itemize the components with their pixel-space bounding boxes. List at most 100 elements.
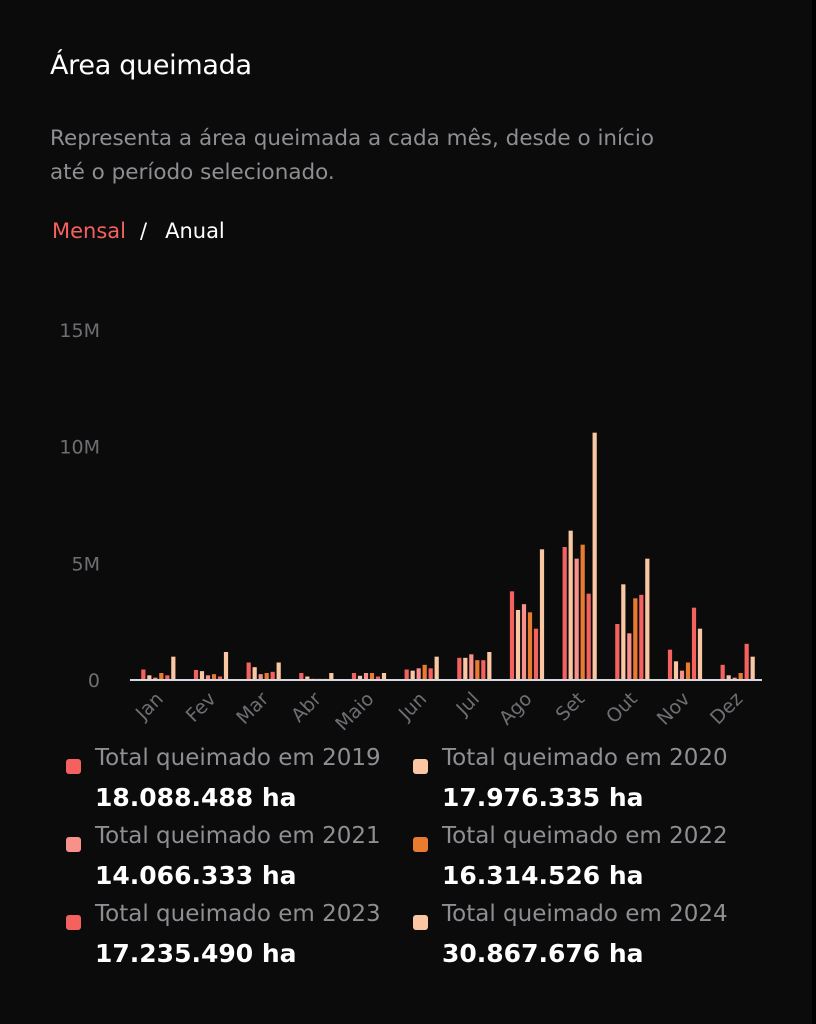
x-tick-label: Maio	[331, 688, 378, 735]
legend-swatch	[413, 915, 428, 930]
bar	[732, 677, 737, 680]
legend-item-2024[interactable]: Total queimado em 2024 30.867.676 ha	[413, 901, 753, 981]
bar	[633, 598, 638, 680]
bar	[217, 676, 223, 680]
bar	[562, 547, 567, 680]
x-tick-label: Jun	[394, 688, 431, 725]
legend-item-2023[interactable]: Total queimado em 2023 17.235.490 ha	[66, 901, 406, 981]
toggle-monthly[interactable]: Mensal	[52, 219, 126, 243]
bar	[697, 628, 703, 680]
bar	[720, 664, 725, 680]
bar	[645, 558, 650, 680]
bar	[223, 652, 229, 680]
bar	[193, 669, 199, 680]
bar	[416, 668, 421, 680]
bar	[205, 675, 211, 680]
legend-swatch	[413, 759, 428, 774]
legend-item-2021[interactable]: Total queimado em 2021 14.066.333 ha	[66, 823, 406, 903]
legend-value: 17.976.335 ha	[442, 783, 644, 812]
x-tick-label: Mar	[232, 688, 273, 729]
y-tick-label: 0	[88, 670, 100, 692]
bar	[515, 610, 521, 680]
bar	[533, 628, 539, 680]
bar	[685, 662, 691, 680]
y-tick-label: 10M	[59, 437, 100, 459]
bar	[615, 624, 620, 680]
legend-swatch	[66, 837, 81, 852]
bar	[639, 594, 644, 680]
bar	[428, 668, 433, 680]
bar	[404, 669, 409, 680]
bar	[679, 670, 685, 680]
x-tick-label: Nov	[653, 688, 695, 730]
legend-label: Total queimado em 2020	[442, 745, 728, 771]
x-tick-label: Dez	[706, 688, 747, 729]
bar	[580, 544, 585, 680]
bar	[422, 664, 427, 680]
legend-swatch	[413, 837, 428, 852]
x-tick-label: Jul	[451, 688, 483, 720]
x-tick-label: Out	[602, 688, 642, 728]
legend-label: Total queimado em 2023	[95, 901, 381, 927]
legend-value: 16.314.526 ha	[442, 861, 644, 890]
bar	[246, 662, 251, 680]
bar	[509, 591, 515, 680]
legend-label: Total queimado em 2022	[442, 823, 728, 849]
bar	[691, 607, 697, 680]
legend-item-2022[interactable]: Total queimado em 2022 16.314.526 ha	[413, 823, 753, 903]
bar	[329, 673, 334, 680]
bar	[726, 675, 731, 680]
legend-label: Total queimado em 2019	[95, 745, 381, 771]
legend-value: 30.867.676 ha	[442, 939, 644, 968]
bar	[264, 673, 269, 680]
bar	[410, 670, 415, 680]
bar	[165, 675, 170, 680]
bar	[521, 604, 527, 680]
bar	[199, 671, 205, 680]
bar	[621, 584, 626, 680]
bar	[363, 673, 369, 680]
y-tick-label: 15M	[59, 320, 100, 342]
y-tick-label: 5M	[72, 553, 100, 575]
bar	[750, 656, 755, 680]
bar	[351, 673, 357, 680]
period-toggle: Mensal / Anual	[52, 219, 225, 243]
bar	[481, 660, 486, 680]
bar	[299, 673, 304, 680]
bar	[627, 633, 632, 680]
toggle-annual[interactable]: Anual	[165, 219, 225, 243]
legend-swatch	[66, 915, 81, 930]
bar	[434, 656, 439, 680]
bar	[141, 669, 146, 680]
legend-item-2020[interactable]: Total queimado em 2020 17.976.335 ha	[413, 745, 753, 825]
card-title: Área queimada	[50, 50, 252, 81]
bar	[463, 657, 468, 680]
x-tick-label: Jan	[131, 688, 168, 725]
bar	[211, 674, 217, 680]
bar	[258, 674, 263, 680]
legend-value: 17.235.490 ha	[95, 939, 297, 968]
bar	[305, 676, 310, 680]
bar	[673, 661, 679, 680]
bar	[457, 657, 462, 680]
bar	[568, 530, 573, 680]
legend-label: Total queimado em 2021	[95, 823, 381, 849]
x-tick-label: Fev	[182, 688, 221, 727]
legend-item-2019[interactable]: Total queimado em 2019 18.088.488 ha	[66, 745, 406, 825]
bar	[381, 673, 387, 680]
bar	[153, 677, 158, 680]
bar	[270, 671, 275, 680]
bar	[159, 673, 164, 680]
bar	[539, 549, 545, 680]
bar	[586, 593, 591, 680]
bar	[276, 662, 281, 680]
toggle-separator: /	[140, 219, 148, 243]
card-subtitle: Representa a área queimada a cada mês, d…	[50, 126, 654, 185]
bar	[357, 675, 363, 680]
bar	[744, 643, 749, 680]
legend-value: 18.088.488 ha	[95, 783, 297, 812]
bar	[147, 675, 152, 680]
legend-label: Total queimado em 2024	[442, 901, 728, 927]
bar	[171, 656, 176, 680]
